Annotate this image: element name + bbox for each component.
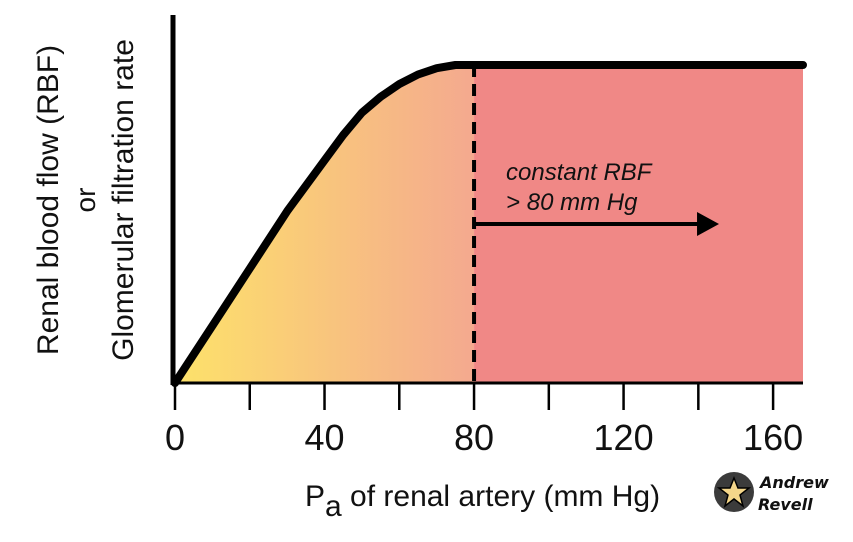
watermark-line-1: Andrew <box>758 473 829 492</box>
y-axis-title-line-2: or <box>70 188 101 213</box>
x-tick-label: 80 <box>454 417 494 458</box>
x-axis-title-main: P <box>305 480 325 513</box>
series-line <box>171 61 807 387</box>
x-axis-title: Pa of renal artery (mm Hg) <box>305 480 660 523</box>
area-under-curve <box>175 65 474 383</box>
x-axis-title-subscript: a <box>325 490 342 523</box>
x-tick-label: 120 <box>594 417 654 458</box>
y-axis-title-gfr: Glomerular filtration rate <box>107 39 140 361</box>
logo-star-icon <box>716 475 752 508</box>
annotation-line-1: constant RBF <box>506 159 653 186</box>
y-axis-title-or: or <box>70 188 101 213</box>
plot-area: 0 40 80 120 160 constant RBF > 80 mm Hg <box>165 15 807 458</box>
annotation-line-2: > 80 mm Hg <box>506 189 638 216</box>
annotation-arrowhead <box>697 212 720 236</box>
x-axis-tick-labels: 0 40 80 120 160 <box>165 417 803 458</box>
x-tick-label: 0 <box>165 417 185 458</box>
x-axis-title-rest: of renal artery (mm Hg) <box>342 480 660 513</box>
x-axis-ticks <box>173 383 775 410</box>
x-tick-label: 160 <box>743 417 803 458</box>
y-axis-title: Renal blood flow (RBF) <box>32 45 65 355</box>
x-tick-label: 40 <box>305 417 345 458</box>
y-axis-title-line-3: Glomerular filtration rate <box>107 39 140 361</box>
watermark-logo: Andrew Revell <box>714 472 829 514</box>
y-axis-title-line-1: Renal blood flow (RBF) <box>32 45 65 355</box>
watermark-line-2: Revell <box>758 495 813 514</box>
